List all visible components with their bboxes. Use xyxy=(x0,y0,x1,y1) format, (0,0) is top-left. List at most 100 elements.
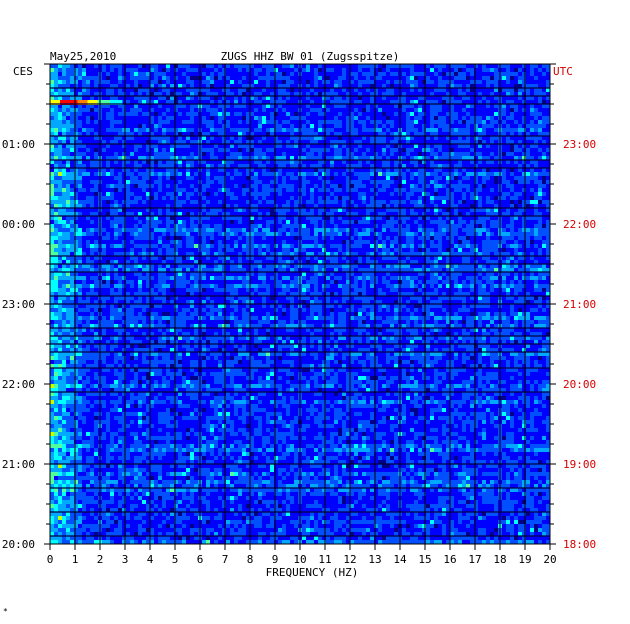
heatmap-cell xyxy=(370,196,374,200)
heatmap-cell xyxy=(434,136,438,140)
heatmap-cell xyxy=(214,220,218,224)
heatmap-cell xyxy=(434,128,438,132)
heatmap-cell xyxy=(114,68,118,72)
heatmap-cell xyxy=(90,64,94,68)
heatmap-cell xyxy=(466,116,470,120)
heatmap-cell xyxy=(50,148,54,152)
heatmap-cell xyxy=(238,180,242,184)
heatmap-cell xyxy=(54,108,58,112)
heatmap-cell xyxy=(534,168,538,172)
heatmap-cell xyxy=(314,120,318,124)
heatmap-cell xyxy=(206,184,210,188)
heatmap-cell xyxy=(138,188,142,192)
heatmap-cell xyxy=(62,128,66,132)
heatmap-cell xyxy=(306,88,310,92)
heatmap-cell xyxy=(134,200,138,204)
heatmap-cell xyxy=(194,64,198,68)
heatmap-cell xyxy=(378,192,382,196)
heatmap-cell xyxy=(406,168,410,172)
heatmap-cell xyxy=(178,96,182,100)
heatmap-cell xyxy=(134,168,138,172)
heatmap-cell xyxy=(226,68,230,72)
heatmap-cell xyxy=(226,64,230,68)
heatmap-cell xyxy=(130,108,134,112)
heatmap-cell xyxy=(534,76,538,80)
heatmap-cell xyxy=(534,216,538,220)
heatmap-cell xyxy=(286,160,290,164)
heatmap-cell xyxy=(178,208,182,212)
heatmap-cell xyxy=(254,128,258,132)
heatmap-cell xyxy=(230,152,234,156)
heatmap-cell xyxy=(514,136,518,140)
heatmap-cell xyxy=(58,76,62,80)
heatmap-cell xyxy=(334,120,338,124)
heatmap-cell xyxy=(494,160,498,164)
heatmap-cell xyxy=(106,152,110,156)
heatmap-cell xyxy=(338,188,342,192)
heatmap-cell xyxy=(422,208,426,212)
heatmap-cell xyxy=(66,108,70,112)
heatmap-cell xyxy=(58,116,62,120)
heatmap-cell xyxy=(538,196,542,200)
heatmap-cell xyxy=(394,124,398,128)
heatmap-cell xyxy=(362,216,366,220)
heatmap-cell xyxy=(326,216,330,220)
heatmap-cell xyxy=(70,80,74,84)
heatmap-cell xyxy=(318,176,322,180)
heatmap-cell xyxy=(426,76,430,80)
heatmap-cell xyxy=(366,112,370,116)
heatmap-cell xyxy=(310,108,314,112)
heatmap-cell xyxy=(70,180,74,184)
heatmap-cell xyxy=(182,104,186,108)
heatmap-cell xyxy=(530,72,534,76)
heatmap-cell xyxy=(58,172,62,176)
heatmap-cell xyxy=(370,188,374,192)
heatmap-cell xyxy=(282,208,286,212)
heatmap-cell xyxy=(326,108,330,112)
heatmap-cell xyxy=(462,200,466,204)
heatmap-cell xyxy=(222,160,226,164)
heatmap-cell xyxy=(66,184,70,188)
heatmap-cell xyxy=(510,208,514,212)
heatmap-cell xyxy=(510,200,514,204)
heatmap-cell xyxy=(502,172,506,176)
heatmap-cell xyxy=(454,176,458,180)
heatmap-cell xyxy=(78,172,82,176)
heatmap-cell xyxy=(390,196,394,200)
heatmap-cell xyxy=(418,80,422,84)
heatmap-cell xyxy=(266,68,270,72)
heatmap-cell xyxy=(166,104,170,108)
heatmap-cell xyxy=(154,152,158,156)
heatmap-cell xyxy=(322,184,326,188)
heatmap-cell xyxy=(54,180,58,184)
heatmap-cell xyxy=(126,220,130,224)
heatmap-cell xyxy=(530,124,534,128)
heatmap-cell xyxy=(458,160,462,164)
heatmap-cell xyxy=(222,220,226,224)
heatmap-cell xyxy=(282,192,286,196)
heatmap-cell xyxy=(342,200,346,204)
heatmap-cell xyxy=(414,152,418,156)
heatmap-cell xyxy=(182,200,186,204)
heatmap-cell xyxy=(230,176,234,180)
heatmap-cell xyxy=(490,160,494,164)
heatmap-cell xyxy=(62,184,66,188)
heatmap-cell xyxy=(510,148,514,152)
heatmap-cell xyxy=(526,72,530,76)
heatmap-cell xyxy=(486,116,490,120)
heatmap-cell xyxy=(290,72,294,76)
heatmap-cell xyxy=(542,72,546,76)
heatmap-cell xyxy=(118,180,122,184)
heatmap-cell xyxy=(70,108,74,112)
heatmap-cell xyxy=(370,96,374,100)
heatmap-cell xyxy=(158,120,162,124)
heatmap-cell xyxy=(206,144,210,148)
heatmap-cell xyxy=(386,104,390,108)
heatmap-cell xyxy=(186,200,190,204)
heatmap-cell xyxy=(70,152,74,156)
heatmap-cell xyxy=(314,108,318,112)
heatmap-cell xyxy=(314,184,318,188)
heatmap-cell xyxy=(330,124,334,128)
heatmap-cell xyxy=(406,196,410,200)
heatmap-cell xyxy=(130,88,134,92)
